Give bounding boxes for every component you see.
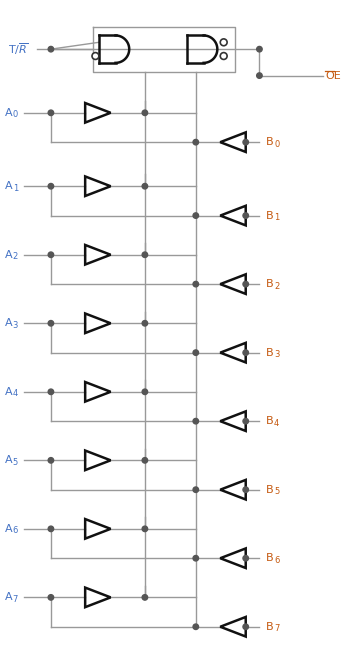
Circle shape bbox=[142, 458, 148, 463]
Text: 7: 7 bbox=[274, 624, 279, 633]
Text: A: A bbox=[5, 524, 13, 534]
Circle shape bbox=[48, 183, 54, 189]
Text: 6: 6 bbox=[13, 526, 18, 536]
Circle shape bbox=[193, 350, 199, 355]
Circle shape bbox=[243, 139, 248, 145]
Circle shape bbox=[142, 110, 148, 116]
Circle shape bbox=[193, 213, 199, 218]
Text: B: B bbox=[266, 347, 274, 358]
Circle shape bbox=[243, 624, 248, 630]
Text: A: A bbox=[5, 108, 13, 118]
Text: T/$\overline{R}$: T/$\overline{R}$ bbox=[8, 41, 28, 57]
Circle shape bbox=[142, 183, 148, 189]
Text: 3: 3 bbox=[13, 321, 18, 330]
Text: 4: 4 bbox=[274, 419, 279, 427]
Circle shape bbox=[142, 526, 148, 532]
Text: 3: 3 bbox=[274, 350, 279, 359]
Text: 5: 5 bbox=[274, 487, 279, 496]
Text: B: B bbox=[266, 416, 274, 426]
Text: B: B bbox=[266, 622, 274, 632]
Circle shape bbox=[243, 213, 248, 218]
Text: 6: 6 bbox=[274, 556, 279, 564]
Circle shape bbox=[243, 419, 248, 424]
Text: 7: 7 bbox=[13, 595, 18, 604]
Text: B: B bbox=[266, 553, 274, 563]
Text: 2: 2 bbox=[274, 282, 279, 290]
Circle shape bbox=[193, 419, 199, 424]
Text: 0: 0 bbox=[13, 110, 18, 119]
Circle shape bbox=[193, 139, 199, 145]
Circle shape bbox=[48, 458, 54, 463]
Text: OE: OE bbox=[325, 71, 341, 81]
Circle shape bbox=[193, 624, 199, 630]
Text: A: A bbox=[5, 387, 13, 396]
Circle shape bbox=[257, 46, 262, 52]
Text: B: B bbox=[266, 137, 274, 147]
Circle shape bbox=[220, 39, 227, 46]
Circle shape bbox=[142, 595, 148, 600]
Circle shape bbox=[48, 526, 54, 532]
Circle shape bbox=[142, 321, 148, 326]
Circle shape bbox=[92, 52, 99, 59]
Text: B: B bbox=[266, 210, 274, 220]
Text: 0: 0 bbox=[274, 140, 279, 149]
Circle shape bbox=[48, 389, 54, 394]
Circle shape bbox=[257, 73, 262, 79]
Circle shape bbox=[193, 556, 199, 561]
Circle shape bbox=[243, 487, 248, 493]
Circle shape bbox=[48, 595, 54, 600]
Circle shape bbox=[193, 487, 199, 493]
Text: A: A bbox=[5, 319, 13, 329]
Circle shape bbox=[48, 110, 54, 116]
Text: A: A bbox=[5, 456, 13, 465]
Text: 2: 2 bbox=[13, 252, 18, 261]
Text: A: A bbox=[5, 181, 13, 192]
Text: 1: 1 bbox=[274, 213, 279, 222]
Circle shape bbox=[48, 46, 54, 52]
Text: A: A bbox=[5, 250, 13, 260]
Circle shape bbox=[193, 282, 199, 287]
Text: 1: 1 bbox=[13, 183, 18, 193]
Text: 5: 5 bbox=[13, 458, 18, 467]
Circle shape bbox=[48, 252, 54, 257]
Circle shape bbox=[220, 52, 227, 59]
Circle shape bbox=[142, 389, 148, 394]
Text: A: A bbox=[5, 593, 13, 602]
Text: B: B bbox=[266, 485, 274, 495]
Circle shape bbox=[142, 252, 148, 257]
Circle shape bbox=[48, 321, 54, 326]
Text: B: B bbox=[266, 279, 274, 289]
Text: 4: 4 bbox=[13, 389, 18, 398]
Circle shape bbox=[243, 350, 248, 355]
Circle shape bbox=[243, 556, 248, 561]
Circle shape bbox=[243, 282, 248, 287]
